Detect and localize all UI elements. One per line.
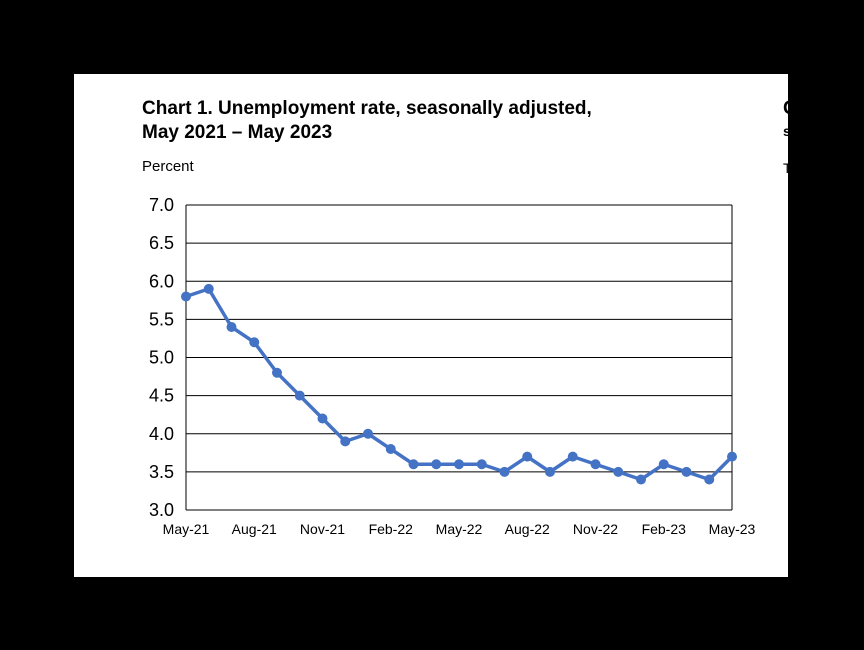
data-point [385, 444, 396, 454]
data-point [340, 436, 351, 447]
data-point [613, 466, 624, 477]
x-tick-label: Nov-21 [300, 521, 345, 537]
x-tick-label: May-23 [709, 521, 756, 537]
x-tick-label: Aug-22 [505, 521, 550, 537]
data-point [454, 459, 464, 470]
data-point [590, 459, 601, 470]
y-tick-label: 6.0 [149, 271, 174, 291]
chart-subtitle: May 2021 – May 2023 [142, 122, 333, 143]
data-point [658, 459, 669, 470]
x-tick-label: May-22 [436, 521, 483, 537]
data-point [363, 428, 373, 439]
chart-panel: Chart 1. Unemployment rate, seasonally a… [74, 74, 788, 577]
data-point [203, 283, 214, 294]
data-point [294, 390, 305, 401]
y-tick-label: 7.0 [149, 195, 174, 215]
y-tick-label: 4.0 [149, 424, 174, 444]
data-point [249, 337, 260, 348]
x-tick-label: Aug-21 [232, 521, 277, 537]
x-tick-label: May-21 [163, 521, 210, 537]
y-axis-label: Percent [142, 158, 194, 175]
data-point [681, 466, 692, 477]
y-tick-label: 3.5 [149, 462, 174, 482]
clipped-label-fragment: T [783, 160, 788, 176]
data-point [545, 466, 555, 477]
data-point [476, 459, 487, 470]
data-point [272, 367, 282, 378]
data-point [317, 413, 328, 424]
y-tick-label: 5.5 [149, 309, 174, 329]
clipped-subtitle-fragment: s [783, 123, 788, 139]
data-point [181, 291, 191, 302]
x-tick-label: Feb-22 [369, 521, 414, 537]
data-point [408, 459, 419, 470]
data-point [727, 451, 737, 462]
data-point [431, 459, 442, 470]
data-point [522, 451, 533, 462]
y-tick-label: 3.0 [149, 500, 174, 520]
data-point [567, 451, 578, 462]
data-point [226, 322, 237, 332]
line-chart: 3.0 3.5 4.0 4.5 5.0 5.5 6.0 6.5 7.0 May-21 Aug-21 N… [149, 195, 756, 537]
y-tick-label: 4.5 [149, 386, 174, 406]
x-tick-label: Nov-22 [573, 521, 618, 537]
chart-title: Chart 1. Unemployment rate, seasonally a… [142, 98, 592, 119]
data-point [636, 474, 646, 485]
y-tick-label: 5.0 [149, 348, 174, 368]
y-tick-label: 6.5 [149, 233, 174, 253]
x-tick-label: Feb-23 [642, 521, 687, 537]
data-point [499, 466, 510, 477]
clipped-title-fragment: C [783, 98, 788, 120]
series-line [185, 287, 734, 482]
data-point [704, 474, 715, 485]
